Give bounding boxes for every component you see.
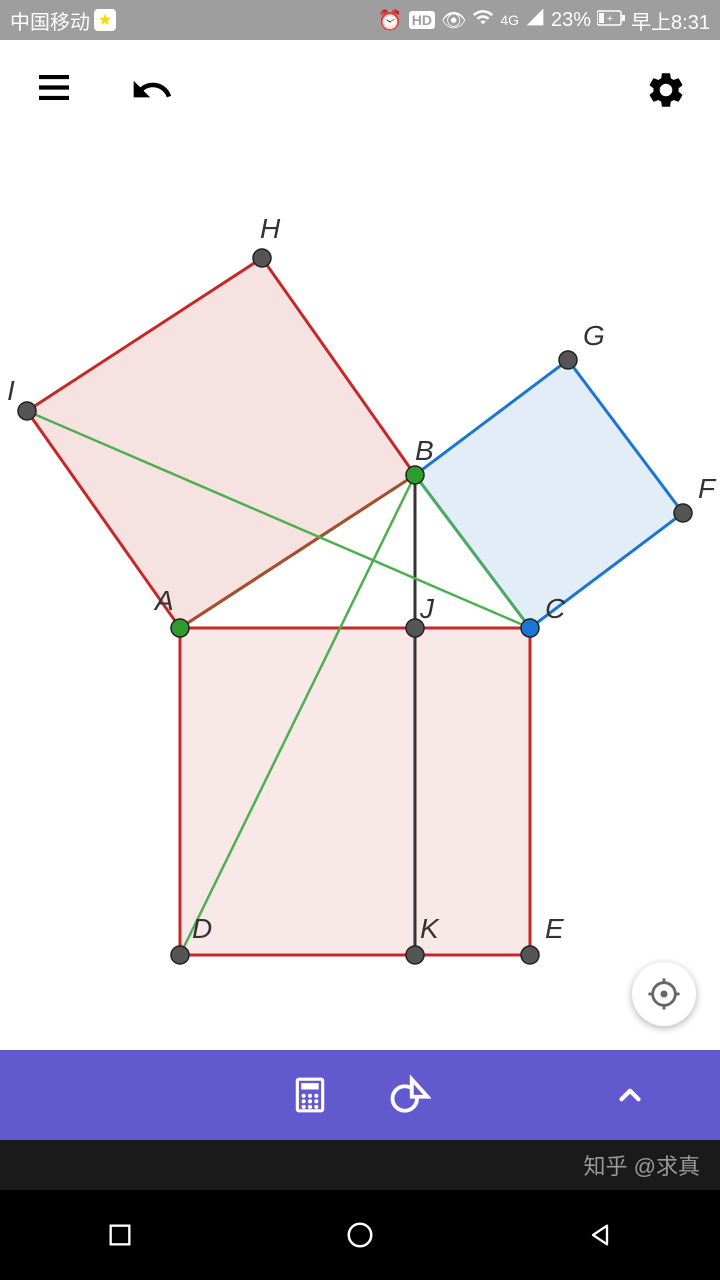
- svg-text:C: C: [545, 593, 566, 624]
- wifi-icon: [472, 6, 494, 34]
- signal-icon: [525, 7, 545, 33]
- menu-button[interactable]: [30, 66, 78, 114]
- eye-icon: 👁: [441, 8, 466, 33]
- hd-icon: HD: [409, 11, 435, 29]
- svg-text:I: I: [7, 375, 15, 406]
- star-icon: ★: [94, 9, 116, 31]
- diagram-svg[interactable]: A B C D E F G H I J K: [0, 140, 720, 1050]
- locate-button[interactable]: [632, 962, 696, 1026]
- expand-button[interactable]: [605, 1070, 655, 1120]
- geometry-canvas[interactable]: A B C D E F G H I J K: [0, 140, 720, 1050]
- alarm-icon: ⏰: [378, 8, 403, 33]
- svg-text:D: D: [192, 913, 212, 944]
- svg-text:A: A: [153, 585, 174, 616]
- shapes-button[interactable]: [385, 1070, 435, 1120]
- svg-text:E: E: [545, 913, 564, 944]
- svg-text:K: K: [420, 913, 440, 944]
- settings-button[interactable]: [642, 66, 690, 114]
- carrier-label: 中国移动: [10, 6, 90, 35]
- watermark-text: 知乎 @求真: [584, 1149, 700, 1181]
- network-icon: 4G: [500, 12, 519, 28]
- status-bar: 中国移动 ★ ⏰ HD 👁 4G 23% + 早上8:31: [0, 0, 720, 40]
- calculator-button[interactable]: [285, 1070, 335, 1120]
- svg-text:G: G: [583, 320, 605, 351]
- battery-icon: +: [597, 9, 625, 32]
- battery-label: 23%: [551, 9, 591, 32]
- time-label: 早上8:31: [631, 6, 710, 35]
- nav-home-button[interactable]: [340, 1215, 380, 1255]
- svg-text:J: J: [419, 593, 435, 624]
- app-toolbar: [0, 40, 720, 140]
- svg-text:H: H: [260, 213, 281, 244]
- svg-text:B: B: [415, 435, 434, 466]
- undo-button[interactable]: [128, 66, 176, 114]
- svg-text:F: F: [698, 473, 717, 504]
- svg-text:+: +: [607, 13, 613, 25]
- nav-recent-button[interactable]: [100, 1215, 140, 1255]
- nav-back-button[interactable]: [580, 1215, 620, 1255]
- watermark: 知乎 @求真: [0, 1140, 720, 1190]
- bottom-toolbar: [0, 1050, 720, 1140]
- android-nav-bar: [0, 1190, 720, 1280]
